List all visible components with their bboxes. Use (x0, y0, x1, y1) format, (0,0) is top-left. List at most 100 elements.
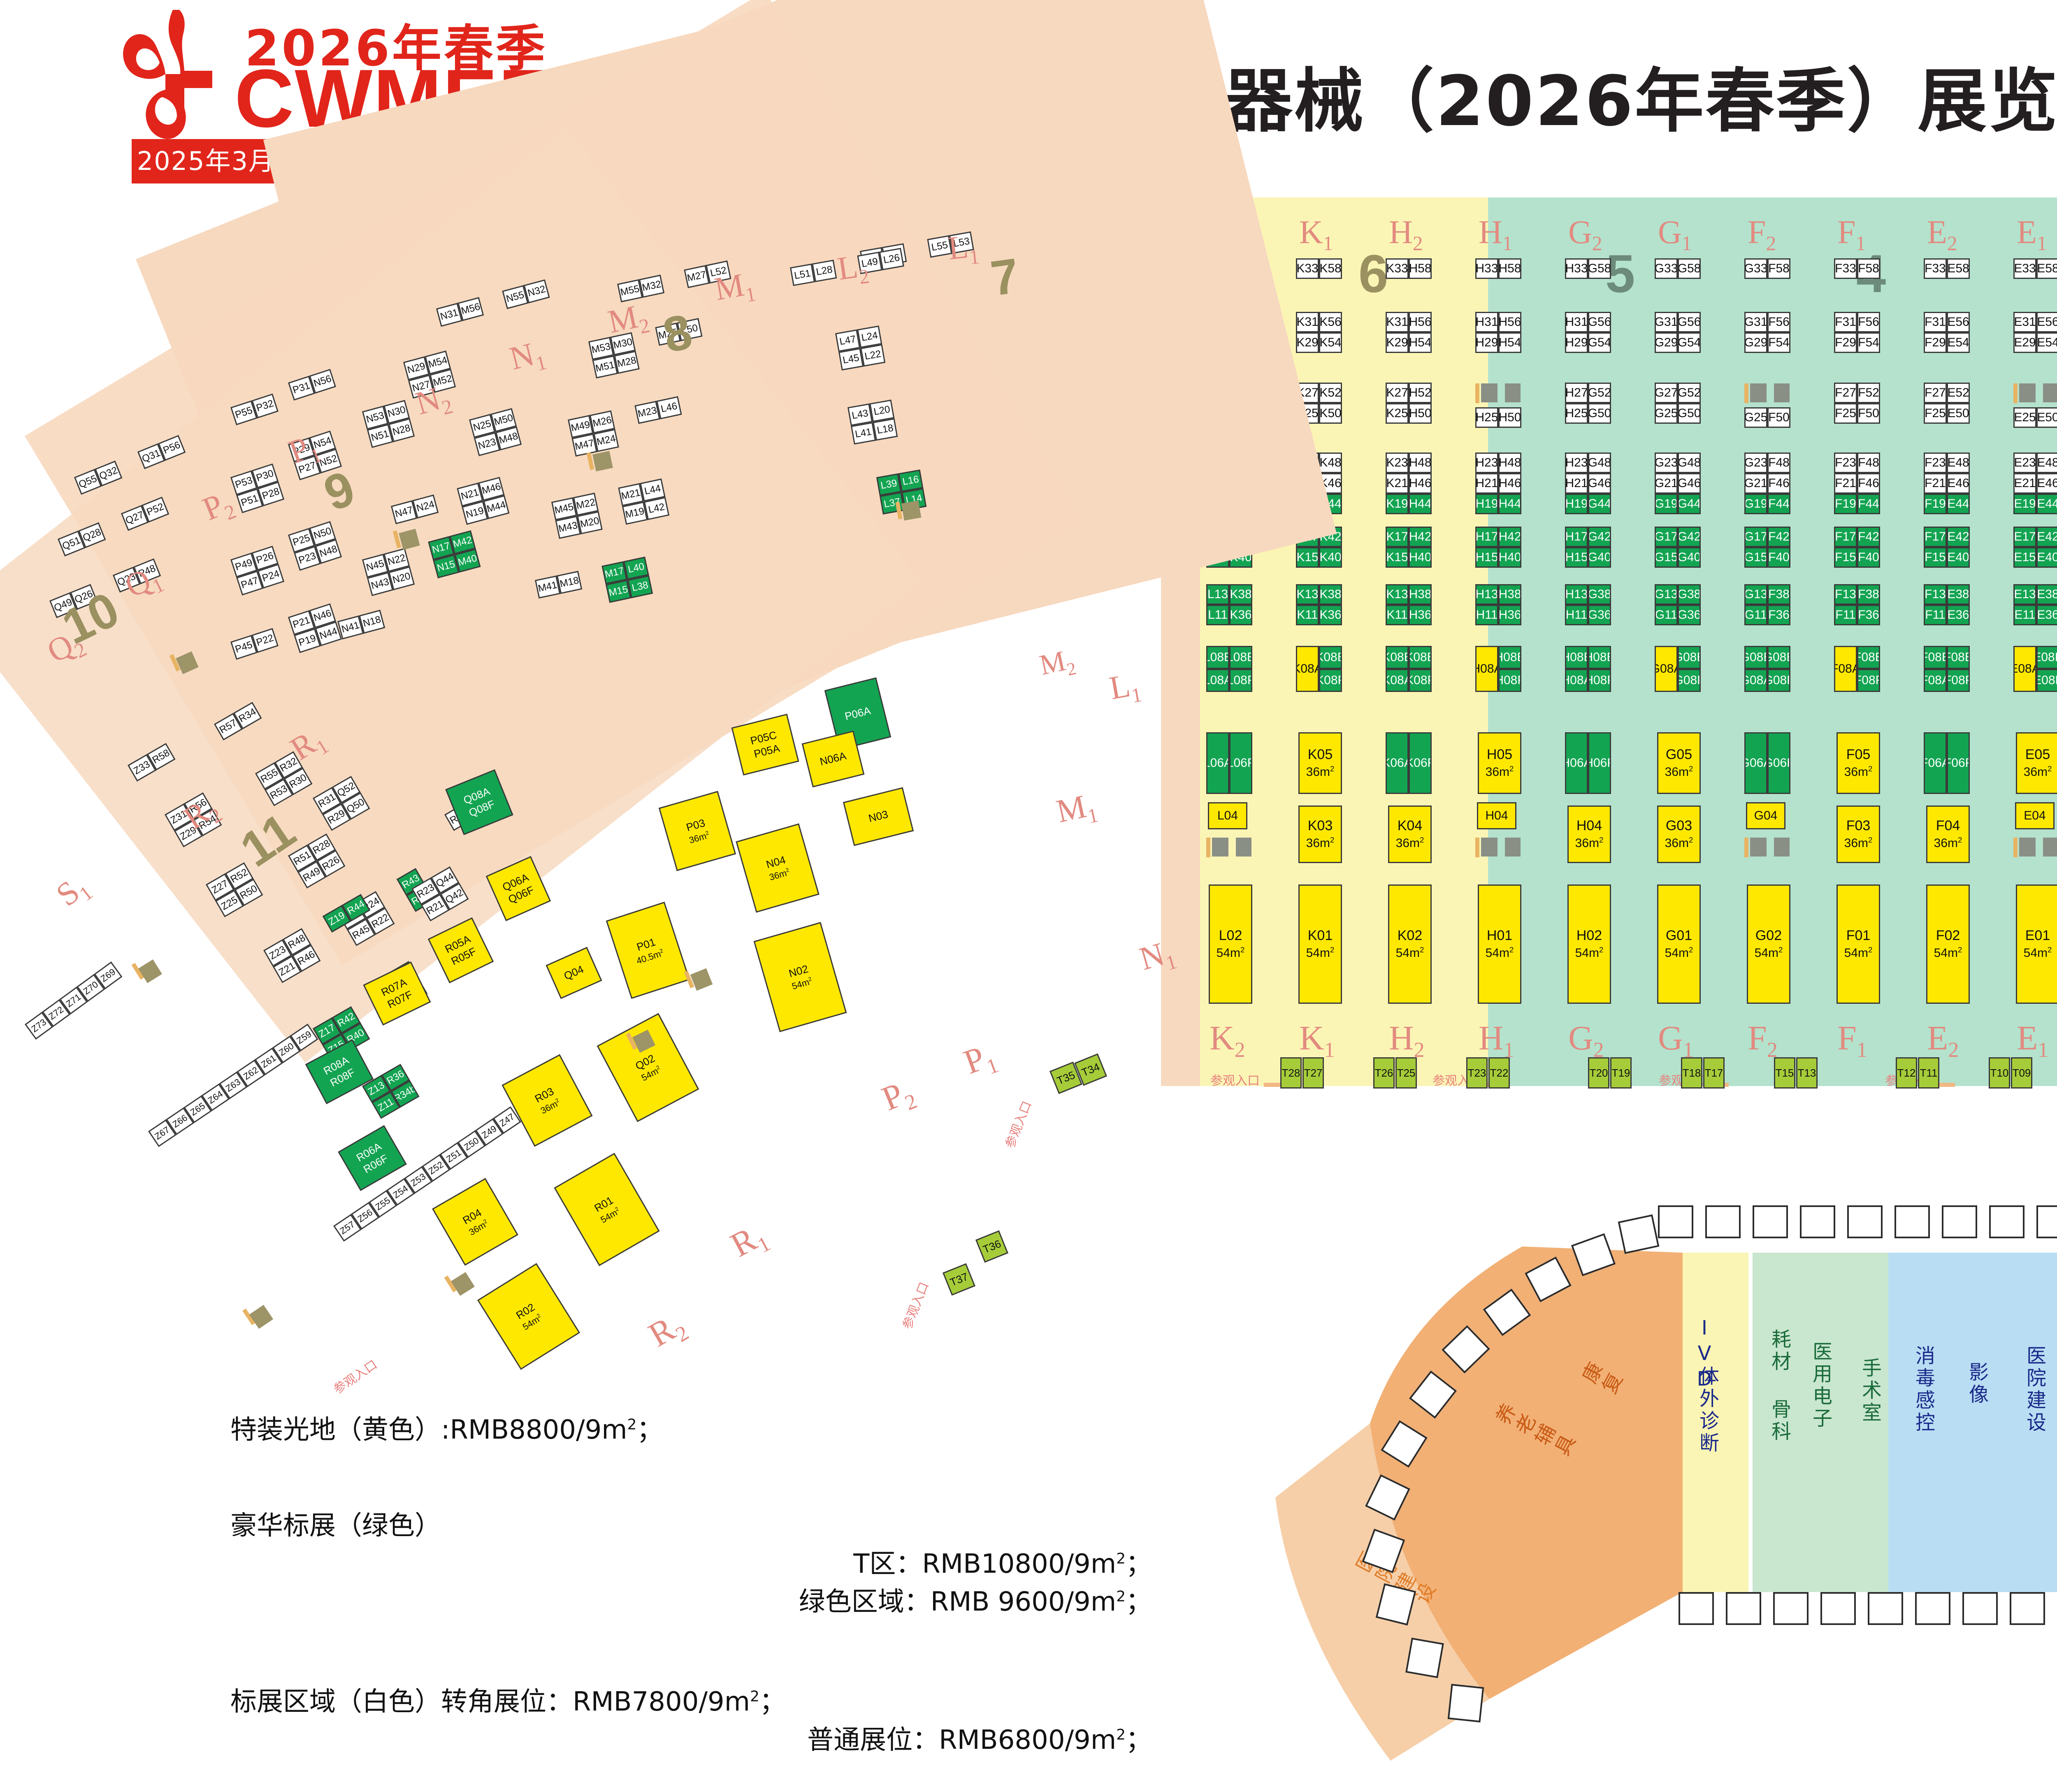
booth-E08A[interactable]: E08A (2013, 646, 2036, 692)
booth-K54[interactable]: K54 (1319, 332, 1342, 353)
booth-E17[interactable]: E17 (2013, 527, 2036, 547)
booth-L08B[interactable]: L08B (1206, 646, 1229, 669)
booth-G42[interactable]: G42 (1678, 527, 1701, 547)
booth-R02[interactable]: R02 54m2 (477, 1263, 580, 1370)
booth-F06A[interactable]: F06A (1924, 732, 1947, 794)
booth-F48[interactable]: F48 (1857, 453, 1880, 473)
booth-G42[interactable]: G42 (1588, 527, 1611, 547)
booth-G08A[interactable]: G08A (1744, 669, 1767, 692)
booth-E36[interactable]: E36 (1947, 605, 1970, 625)
booth-E56[interactable]: E56 (2036, 312, 2057, 332)
booth-G38[interactable]: G38 (1588, 584, 1611, 605)
booth-H36[interactable]: H36 (1409, 605, 1432, 625)
booth-L13[interactable]: L13 (1206, 584, 1229, 605)
booth-F17[interactable]: F17 (1834, 527, 1857, 547)
booth-H42[interactable]: H42 (1498, 527, 1521, 547)
booth-G50[interactable]: G50 (1678, 403, 1701, 424)
booth-K31[interactable]: K31 (1386, 312, 1409, 332)
booth-E56[interactable]: E56 (1947, 312, 1970, 332)
booth-G23[interactable]: G23 (1744, 453, 1767, 473)
booth-F11[interactable]: F11 (1924, 605, 1947, 625)
booth-G17[interactable]: G17 (1744, 527, 1767, 547)
booth-E42[interactable]: E42 (2036, 527, 2057, 547)
booth-K11[interactable]: K11 (1386, 605, 1409, 625)
booth-H02[interactable]: H02 54m2 (1567, 884, 1611, 1004)
booth-K17[interactable]: K17 (1386, 527, 1409, 547)
booth-E13[interactable]: E13 (2013, 584, 2036, 605)
booth-F23[interactable]: F23 (1924, 453, 1947, 473)
booth-L11[interactable]: L11 (1206, 605, 1229, 625)
booth-F48[interactable]: F48 (1767, 453, 1790, 473)
booth-G58[interactable]: G58 (1678, 258, 1701, 279)
booth-L06F[interactable]: L06F (1229, 732, 1252, 794)
booth-G04[interactable]: G04 (1746, 802, 1785, 829)
booth-G25[interactable]: G25 (1655, 403, 1678, 424)
tbooth-T17[interactable]: T17 (1703, 1057, 1725, 1089)
booth-F56[interactable]: F56 (1857, 312, 1880, 332)
booth-H06F[interactable]: H06F (1588, 732, 1611, 794)
booth-H44[interactable]: H44 (1498, 494, 1521, 514)
booth-L04[interactable]: L04 (1208, 802, 1247, 829)
booth-E58[interactable]: E58 (1947, 258, 1970, 279)
booth-K08B[interactable]: K08B (1386, 646, 1409, 669)
booth-G52[interactable]: G52 (1678, 383, 1701, 403)
booth-H46[interactable]: H46 (1409, 473, 1432, 494)
booth-F08B[interactable]: F08B (1924, 646, 1947, 669)
booth-G08F[interactable]: G08F (1767, 669, 1790, 692)
booth-E25[interactable]: E25 (2013, 407, 2036, 428)
booth-F13[interactable]: F13 (1924, 584, 1947, 605)
booth-K06F[interactable]: K06F (1409, 732, 1432, 794)
tbooth-T37[interactable]: T37 (943, 1263, 975, 1296)
booth-L22[interactable]: L22 (860, 344, 886, 367)
booth-E36[interactable]: E36 (2036, 605, 2057, 625)
booth-G33[interactable]: G33 (1744, 258, 1767, 279)
booth-H33[interactable]: H33 (1565, 258, 1588, 279)
booth-H40[interactable]: H40 (1409, 547, 1432, 568)
booth-F03[interactable]: F03 36m2 (1836, 805, 1880, 863)
booth-H04[interactable]: H04 36m2 (1567, 805, 1611, 863)
booth-G08E[interactable]: G08E (1678, 646, 1701, 669)
booth-N03[interactable]: N03 (843, 787, 914, 846)
booth-G11[interactable]: G11 (1655, 605, 1678, 625)
booth-H21[interactable]: H21 (1475, 473, 1498, 494)
booth-H31[interactable]: H31 (1475, 312, 1498, 332)
booth-H48[interactable]: H48 (1498, 453, 1521, 473)
booth-G17[interactable]: G17 (1655, 527, 1678, 547)
booth-K03[interactable]: K03 36m2 (1298, 805, 1342, 863)
booth-F11[interactable]: F11 (1834, 605, 1857, 625)
booth-G56[interactable]: G56 (1678, 312, 1701, 332)
booth-K56[interactable]: K56 (1319, 312, 1342, 332)
booth-H25[interactable]: H25 (1565, 403, 1588, 424)
booth-H17[interactable]: H17 (1475, 527, 1498, 547)
booth-K31[interactable]: K31 (1296, 312, 1319, 332)
booth-F33[interactable]: F33 (1834, 258, 1857, 279)
booth-F50[interactable]: F50 (1857, 403, 1880, 424)
booth-G21[interactable]: G21 (1744, 473, 1767, 494)
booth-G21[interactable]: G21 (1655, 473, 1678, 494)
booth-H13[interactable]: H13 (1565, 584, 1588, 605)
booth-E42[interactable]: E42 (1947, 527, 1970, 547)
booth-H11[interactable]: H11 (1475, 605, 1498, 625)
booth-H50[interactable]: H50 (1409, 403, 1432, 424)
booth-G03[interactable]: G03 36m2 (1657, 805, 1701, 863)
booth-G08B[interactable]: G08B (1744, 646, 1767, 669)
booth-G15[interactable]: G15 (1744, 547, 1767, 568)
booth-G31[interactable]: G31 (1655, 312, 1678, 332)
booth-E38[interactable]: E38 (1947, 584, 1970, 605)
booth-G56[interactable]: G56 (1588, 312, 1611, 332)
tbooth-T22[interactable]: T22 (1488, 1057, 1510, 1089)
booth-K36[interactable]: K36 (1229, 605, 1252, 625)
booth-G44[interactable]: G44 (1678, 494, 1701, 514)
booth-R06A[interactable]: R06A R06F (338, 1125, 407, 1191)
booth-F08F[interactable]: F08F (1857, 669, 1880, 692)
booth-H19[interactable]: H19 (1565, 494, 1588, 514)
booth-H29[interactable]: H29 (1475, 332, 1498, 353)
booth-E21[interactable]: E21 (2013, 473, 2036, 494)
booth-F36[interactable]: F36 (1767, 605, 1790, 625)
booth-F08F[interactable]: F08F (1947, 669, 1970, 692)
booth-H36[interactable]: H36 (1498, 605, 1521, 625)
booth-K15[interactable]: K15 (1296, 547, 1319, 568)
booth-K50[interactable]: K50 (1319, 403, 1342, 424)
booth-E38[interactable]: E38 (2036, 584, 2057, 605)
booth-G06A[interactable]: G06A (1744, 732, 1767, 794)
